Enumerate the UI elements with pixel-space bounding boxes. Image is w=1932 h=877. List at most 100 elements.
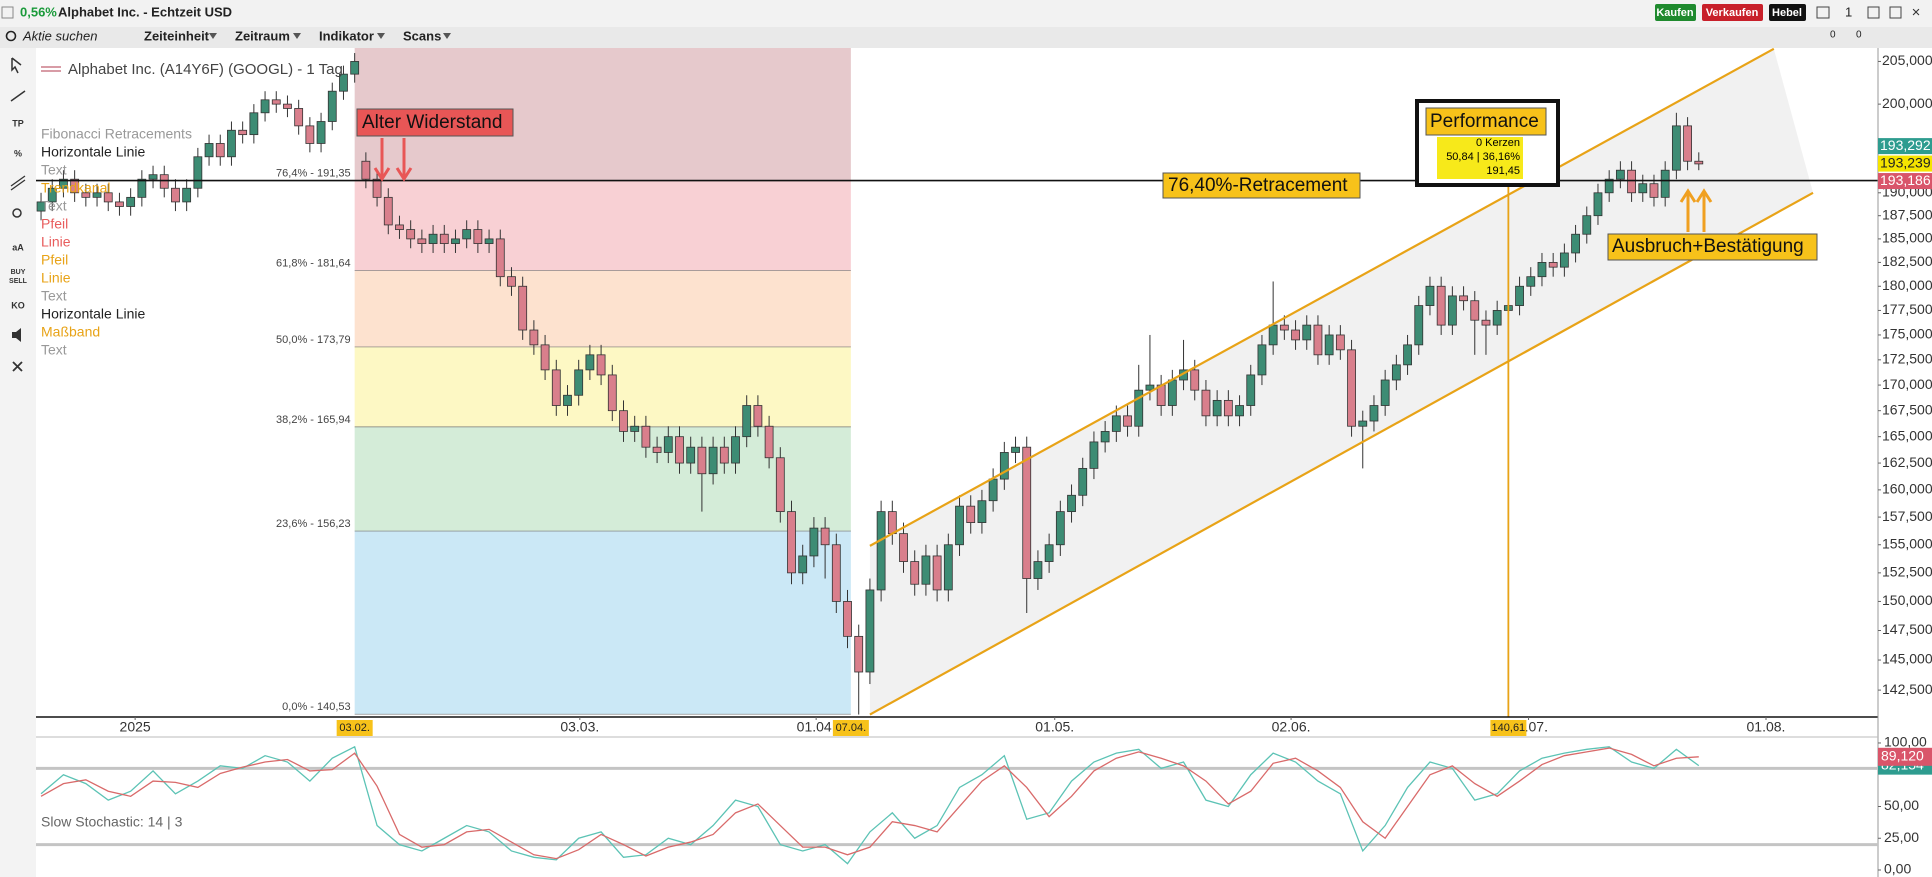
price-label: 193,186	[1880, 172, 1931, 188]
tool-label[interactable]: aA	[12, 242, 24, 252]
performance-bars: 0 Kerzen	[1476, 137, 1520, 149]
y-tick-label: 170,000	[1882, 376, 1932, 392]
candle-body	[1403, 344, 1412, 366]
candle-body	[1391, 364, 1401, 381]
candle-body	[294, 108, 304, 127]
candle-body	[551, 369, 561, 406]
annotation-box	[1607, 233, 1818, 261]
search-field[interactable]: Aktie suchen	[22, 28, 97, 43]
candle-body	[462, 229, 472, 240]
chart-title: Alphabet Inc. (A14Y6F) (GOOGL) - 1 Tag	[68, 61, 343, 78]
y-tick-label: 25,00	[1884, 829, 1919, 845]
tool-label[interactable]: TP	[12, 118, 24, 128]
candle-body	[1694, 160, 1704, 165]
candle-body	[921, 555, 931, 585]
y-tick-label: 142,500	[1882, 681, 1932, 697]
zoom-tool[interactable]	[12, 208, 22, 218]
sound-tool[interactable]	[12, 328, 21, 342]
y-tick-label: 160,000	[1882, 481, 1932, 497]
menu[interactable]: Zeiteinheit	[144, 28, 210, 43]
candle-body	[966, 505, 976, 523]
candle-body	[585, 354, 595, 371]
maximize-icon[interactable]	[1889, 6, 1902, 19]
fib-band	[354, 180, 851, 271]
tool-label[interactable]: KO	[11, 300, 25, 310]
candle-body	[831, 544, 841, 602]
sell-label[interactable]: Verkaufen	[1706, 7, 1759, 19]
price-label: 193,292	[1880, 137, 1931, 153]
drawing-entry: Horizontale Linie	[41, 306, 145, 322]
tool-label[interactable]: BUY	[11, 269, 26, 276]
candle-body	[395, 224, 404, 230]
candle-body	[787, 511, 796, 574]
candle-body	[596, 354, 606, 376]
buy-button[interactable]	[1655, 4, 1696, 21]
candle-body	[316, 121, 326, 144]
minimize-icon[interactable]	[1867, 6, 1880, 19]
candle-body	[406, 229, 416, 240]
drawing-entry: Text	[41, 342, 67, 358]
candle-body	[1033, 561, 1043, 579]
stochastic-line	[40, 747, 1699, 860]
lever-button[interactable]	[1769, 4, 1806, 21]
menu[interactable]: Scans	[403, 28, 441, 43]
y-tick-label: 187,500	[1882, 206, 1932, 222]
fib-label: 76,4% - 191,35	[276, 167, 351, 179]
channel-line	[869, 47, 1775, 547]
candle-body	[115, 201, 124, 207]
drawing-entry: Pfeil	[41, 216, 68, 232]
lever-label[interactable]: Hebel	[1772, 7, 1802, 19]
candle-body	[451, 238, 460, 244]
candle-body	[126, 196, 136, 207]
buy-label[interactable]: Kaufen	[1656, 7, 1694, 19]
search-icon[interactable]	[5, 30, 17, 42]
candle-body	[92, 192, 102, 198]
annotation: Alter Widerstand	[362, 112, 502, 133]
candle-body	[137, 178, 147, 198]
tool-label[interactable]: SELL	[9, 278, 28, 285]
red-arrows	[373, 138, 413, 182]
indicator-title: Slow Stochastic: 14 | 3	[41, 814, 183, 830]
sell-button[interactable]	[1702, 4, 1763, 21]
price-label-box	[1878, 138, 1932, 155]
candle-body	[1492, 310, 1502, 326]
candle-body	[988, 478, 998, 502]
close-icon[interactable]: ×	[1912, 4, 1921, 21]
candle-body	[1671, 125, 1681, 171]
drawing-entry: Trendkanal	[41, 180, 111, 196]
menu[interactable]: Zeitraum	[235, 28, 290, 43]
cursor-tool[interactable]	[11, 57, 22, 74]
fib-label: 61,8% - 181,64	[276, 257, 351, 269]
candle-body	[1683, 125, 1692, 162]
candle-body	[1649, 183, 1659, 198]
candle-body	[1414, 305, 1424, 346]
channel-fill	[869, 48, 1814, 715]
delete-tool[interactable]	[12, 361, 23, 372]
candle-body	[1436, 285, 1446, 326]
toolbar	[0, 27, 1932, 48]
annotation: Ausbruch+Bestätigung	[1612, 236, 1804, 257]
channel-tool[interactable]	[10, 175, 26, 191]
candle-body	[607, 374, 617, 412]
candle-body	[1615, 169, 1625, 180]
line-tool[interactable]	[10, 90, 26, 102]
y-tick-label: 0,00	[1884, 861, 1911, 877]
candle-body	[775, 457, 785, 513]
candle-body	[361, 160, 371, 180]
y-tick-label: 200,000	[1882, 95, 1932, 111]
candle-body	[910, 561, 920, 585]
candle-body	[518, 285, 528, 331]
tool-label[interactable]: %	[14, 148, 22, 158]
menu[interactable]: Indikator	[319, 28, 374, 43]
y-tick-label: 185,000	[1882, 230, 1932, 246]
candle-body	[1011, 446, 1020, 453]
candle-body	[1190, 369, 1200, 391]
candle-body	[1660, 169, 1670, 198]
candle-body	[428, 233, 438, 244]
candle-body	[899, 533, 908, 562]
candle-body	[652, 446, 662, 453]
x-highlight-label: 07.04.	[836, 722, 867, 734]
popout-icon[interactable]	[1816, 6, 1830, 19]
candle-body	[1100, 431, 1110, 443]
